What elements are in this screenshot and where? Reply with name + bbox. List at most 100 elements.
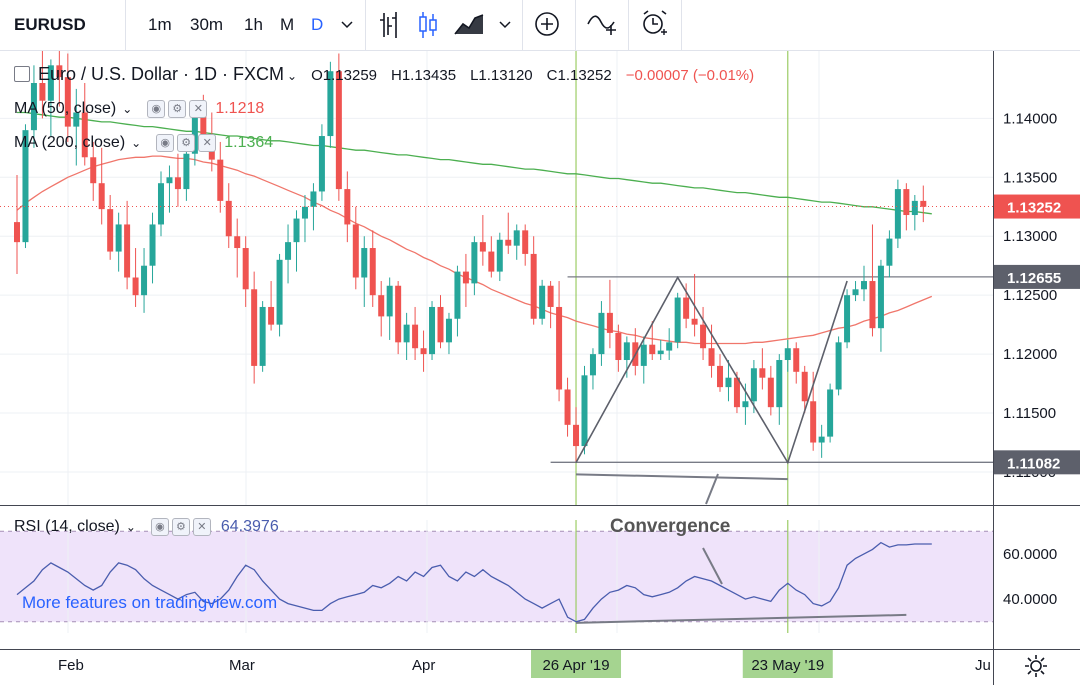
symbol-search[interactable]: EURUSD [14,15,86,34]
candle-body [217,159,224,201]
candle-body [547,285,554,307]
ma200-legend: MA (200, close) ⌄ ◉ ⚙ ✕ 1.1364 [14,134,273,152]
candle-body [708,348,715,366]
candle-body [522,230,529,254]
annotation-pointer [705,473,719,505]
chart-type-dropdown-icon[interactable] [498,0,514,50]
candle-body [666,342,673,351]
candles-icon[interactable] [416,0,440,50]
candle-body [513,230,520,246]
candle-body [827,389,834,437]
candle-body [852,289,859,296]
candle-body [386,285,393,317]
chevron-down-icon[interactable]: ⌄ [287,69,298,83]
eye-icon[interactable]: ◉ [150,518,169,536]
candle-body [623,342,630,361]
candle-body [920,200,927,207]
chevron-down-icon[interactable]: ⌄ [131,136,142,151]
candle-body [615,332,622,361]
candle-body [259,306,266,366]
candle-body [268,306,275,325]
interval-month[interactable]: M [280,15,295,34]
candle-body [488,251,495,272]
candle-body [530,253,537,319]
candle-body [395,285,402,343]
tradingview-watermark[interactable]: More features on tradingview.com [22,593,278,612]
ma200-label[interactable]: MA (200, close) [14,134,126,152]
symbol-status-icon [14,66,30,82]
price-tick-label: 1.13500 [1003,169,1057,186]
interval-1m[interactable]: 1m [148,15,172,34]
chevron-down-icon[interactable]: ⌄ [125,520,136,535]
convergence-annotation: Convergence [610,516,731,537]
candle-body [784,348,791,361]
candle-body [81,112,88,158]
annotation-pointer [702,547,723,585]
candle-body [717,365,724,388]
gear-icon[interactable]: ⚙ [177,134,196,152]
rsi-label[interactable]: RSI (14, close) [14,518,120,536]
bar-style-icon[interactable] [378,0,402,50]
alert-clock-icon[interactable] [639,0,669,50]
candle-body [640,344,647,366]
candle-body [251,289,258,366]
candle-body [471,242,478,284]
gear-icon[interactable]: ⚙ [168,100,187,118]
candle-body [403,324,410,343]
candle-body [242,248,249,290]
candle-body [73,112,80,127]
candle-body [412,324,419,349]
candle-body [445,318,452,343]
ma50-label[interactable]: MA (50, close) [14,100,117,118]
price-tag-background [994,264,1080,289]
settings-gear-icon[interactable] [1022,652,1050,680]
eye-icon[interactable]: ◉ [156,134,175,152]
candle-body [420,348,427,355]
candle-body [124,224,131,278]
eye-icon[interactable]: ◉ [147,100,166,118]
gear-icon[interactable]: ⚙ [171,518,190,536]
interval-30m[interactable]: 30m [190,15,224,34]
candle-body [564,389,571,425]
area-chart-icon[interactable] [452,0,486,50]
candle-body [132,277,139,296]
candle-body [200,112,207,137]
price-tag-label: 1.13252 [1007,200,1061,217]
close-icon[interactable]: ✕ [198,134,217,152]
date-highlight-background [531,650,622,678]
rsi-band [0,531,993,622]
candle-body [479,242,486,252]
close-icon[interactable]: ✕ [189,100,208,118]
candle-body [166,177,173,184]
close-icon[interactable]: ✕ [192,518,211,536]
candle-body [115,224,122,252]
candle-body [877,265,884,329]
candle-body [606,312,613,333]
legend-close: C1.13252 [546,67,612,84]
interval-1h[interactable]: 1h [244,15,263,34]
candle-body [22,130,29,243]
candle-body [496,239,503,272]
candle-body [835,342,842,390]
candle-body [107,209,114,252]
legend-high: H1.13435 [391,67,457,84]
candle-body [869,281,876,329]
legend-title[interactable]: Euro / U.S. Dollar · 1D · FXCM [38,64,285,84]
candle-body [437,306,444,343]
candle-body [818,436,825,443]
candle-body [157,183,164,225]
add-indicator-icon[interactable] [533,0,561,50]
rsi-controls: ◉ ⚙ ✕ [148,518,211,536]
chevron-down-icon[interactable]: ⌄ [122,102,133,117]
candle-body [750,368,757,402]
interval-day[interactable]: D [311,15,324,34]
candle-body [378,295,385,317]
interval-dropdown-icon[interactable] [340,0,356,50]
legend-change: −0.00007 (−0.01%) [625,67,755,84]
candle-body [581,375,588,447]
divider [365,0,366,50]
candle-body [462,271,469,284]
candle-body [776,360,783,408]
compare-icon[interactable] [586,0,618,50]
